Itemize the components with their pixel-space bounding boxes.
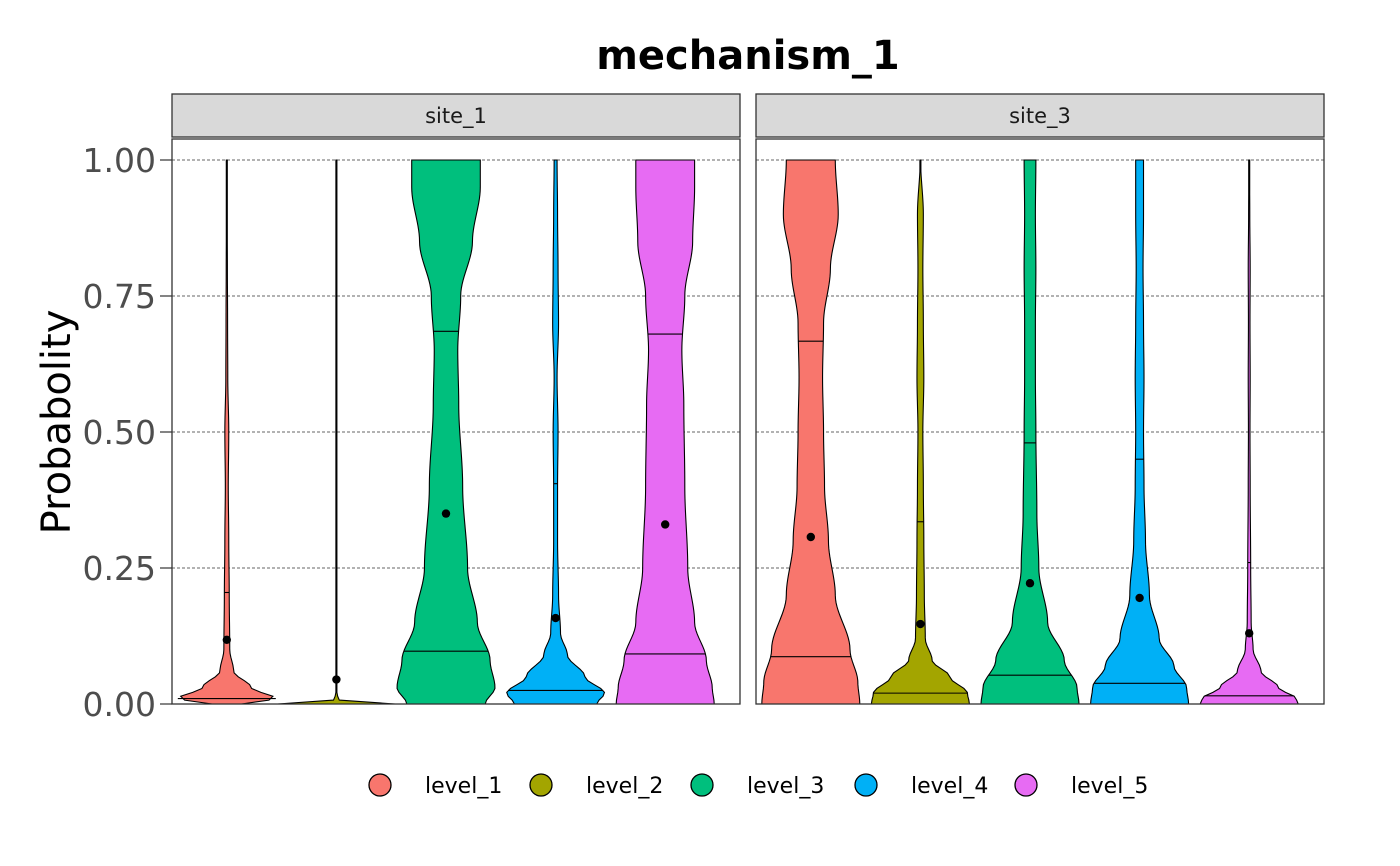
facet-strip <box>171 93 741 138</box>
violin-level_4 <box>1090 159 1190 705</box>
facet-strip-label: site_1 <box>425 104 487 129</box>
y-tick-label: 0.75 <box>83 277 156 316</box>
mean-point <box>1025 579 1035 588</box>
legend-item-level_2: level_2 <box>529 773 663 799</box>
legend-item-level_5: level_5 <box>1014 773 1148 799</box>
violin-shape <box>1090 159 1190 705</box>
violin-shape <box>277 159 396 705</box>
panel-border <box>755 138 1325 705</box>
violin-level_3 <box>980 159 1080 705</box>
y-tick-label: 1.00 <box>83 141 156 180</box>
y-axis-title: Probabolity <box>34 310 80 535</box>
mean-point <box>332 675 341 684</box>
facet-strip <box>755 93 1325 138</box>
violin-level_2 <box>870 159 971 705</box>
violin-shape <box>506 159 606 705</box>
legend-item-level_1: level_1 <box>368 773 502 799</box>
violin-shape <box>179 159 274 705</box>
violin-level_1 <box>177 159 276 705</box>
legend-label: level_1 <box>425 774 502 799</box>
violin-level_3 <box>396 159 496 705</box>
violin-shape <box>396 159 496 705</box>
facet-panels: site_1 site_3 <box>171 93 1325 705</box>
mean-point <box>441 509 451 518</box>
legend-item-level_3: level_3 <box>690 773 824 799</box>
panel-border <box>171 138 741 705</box>
legend-key <box>1014 773 1038 797</box>
legend-key <box>854 773 878 797</box>
legend-key <box>368 773 392 797</box>
legend-key <box>529 773 553 797</box>
mean-point <box>661 520 670 529</box>
violin-level_4 <box>506 159 606 705</box>
violin-shape <box>761 159 861 705</box>
violin-level_1 <box>761 159 861 705</box>
facet-panel-site_1: site_1 <box>171 93 741 705</box>
facet-panel-site_3: site_3 <box>755 93 1325 705</box>
violin-shape <box>980 159 1080 705</box>
mean-point <box>1135 593 1144 603</box>
mean-point <box>806 532 815 542</box>
legend: level_1 level_2 level_3 level_4 level_5 <box>368 773 1148 799</box>
y-tick-label: 0.00 <box>83 685 156 724</box>
mean-point <box>551 613 560 623</box>
violin-level_5 <box>615 159 715 705</box>
legend-key <box>690 773 714 797</box>
facet-strip-label: site_3 <box>1009 104 1071 129</box>
y-axis-ticks: 0.00 0.25 0.50 0.75 1.00 <box>83 141 172 724</box>
legend-label: level_3 <box>747 774 824 799</box>
mean-point <box>1245 629 1254 638</box>
violin-shape <box>1199 159 1300 705</box>
legend-label: level_2 <box>586 774 663 799</box>
violin-level_5 <box>1199 159 1300 705</box>
y-tick-label: 0.50 <box>83 413 156 452</box>
legend-label: level_5 <box>1071 774 1148 799</box>
y-tick-label: 0.25 <box>83 549 156 588</box>
legend-label: level_4 <box>911 774 988 799</box>
legend-item-level_4: level_4 <box>854 773 988 799</box>
chart-title: mechanism_1 <box>596 33 900 79</box>
violin-shape <box>615 159 715 705</box>
mean-point <box>916 619 925 629</box>
mean-point <box>222 635 231 645</box>
